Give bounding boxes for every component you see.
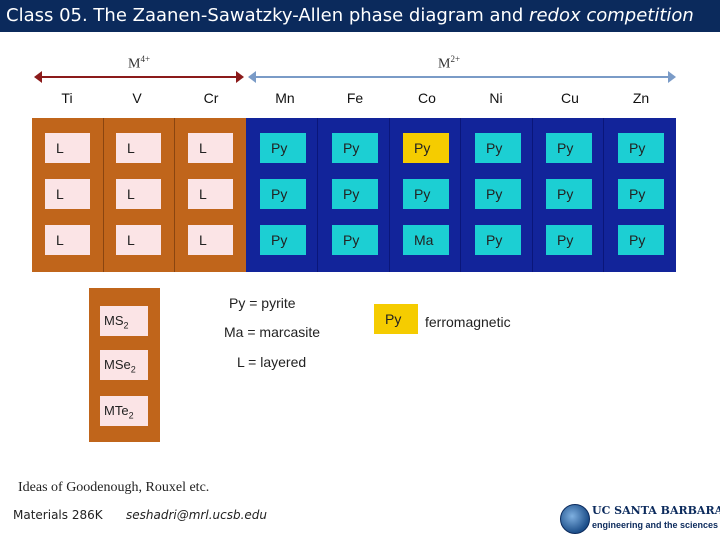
grid-cell-cr-s2: L [188,133,233,163]
element-label-co: Co [418,90,436,106]
element-label-v: V [132,90,142,106]
title-bar: Class 05. The Zaanen-Sawatzky-Allen phas… [0,0,720,32]
grid-cell-co-te2: Ma [403,225,449,255]
compound-label-ms2: MS2 [100,306,148,336]
grid-cell-mn-se2: Py [260,179,306,209]
pyrite-region [246,118,676,272]
ucsb-logo-name: UC SANTA BARBARA [592,504,720,517]
m2-range-label: M2+ [438,54,461,72]
grid-cell-cu-te2: Py [546,225,592,255]
page-title: Class 05. The Zaanen-Sawatzky-Allen phas… [6,5,694,26]
column-divider [174,118,175,272]
column-divider [603,118,604,272]
grid-cell-zn-se2: Py [618,179,664,209]
grid-cell-mn-s2: Py [260,133,306,163]
legend-ferromagnetic: ferromagnetic [425,314,511,330]
ucsb-logo-subtitle: engineering and the sciences [592,520,719,530]
element-label-fe: Fe [346,90,364,106]
ferromagnetic-swatch: Py [374,304,418,334]
column-divider [532,118,533,272]
element-label-ti: Ti [61,90,73,106]
grid-cell-cu-s2: Py [546,133,592,163]
grid-cell-ni-se2: Py [475,179,521,209]
column-divider [103,118,104,272]
element-label-cr: Cr [203,90,219,106]
ucsb-logo: UC SANTA BARBARA engineering and the sci… [560,504,720,536]
grid-cell-ti-s2: L [45,133,90,163]
legend-pyrite: Py = pyrite [229,295,296,311]
email-link[interactable]: seshadri@mrl.ucsb.edu [126,508,267,522]
legend-layered: L = layered [237,354,307,370]
m2-range-arrow [248,71,676,83]
grid-cell-v-se2: L [116,179,161,209]
m4-range-arrow [34,71,244,83]
element-label-ni: Ni [489,90,503,106]
grid-cell-v-te2: L [116,225,161,255]
grid-cell-zn-te2: Py [618,225,664,255]
compound-label-mse2: MSe2 [100,350,148,380]
legend-marcasite: Ma = marcasite [224,324,321,340]
grid-cell-cu-se2: Py [546,179,592,209]
grid-cell-ni-te2: Py [475,225,521,255]
column-divider [460,118,461,272]
element-label-zn: Zn [632,90,650,106]
element-label-cu: Cu [561,90,579,106]
grid-cell-ni-s2: Py [475,133,521,163]
grid-cell-co-s2-ferromagnetic: Py [403,133,449,163]
grid-cell-fe-s2: Py [332,133,378,163]
grid-cell-co-se2: Py [403,179,449,209]
ucsb-seal-icon [560,504,590,534]
grid-cell-ti-te2: L [45,225,90,255]
m4-range-label: M4+ [128,54,151,72]
grid-cell-fe-se2: Py [332,179,378,209]
course-label: Materials 286K [13,508,103,522]
element-label-mn: Mn [275,90,295,106]
grid-cell-fe-te2: Py [332,225,378,255]
grid-cell-cr-se2: L [188,179,233,209]
grid-cell-cr-te2: L [188,225,233,255]
column-divider [317,118,318,272]
compound-label-mte2: MTe2 [100,396,148,426]
grid-cell-mn-te2: Py [260,225,306,255]
grid-cell-v-s2: L [116,133,161,163]
grid-cell-ti-se2: L [45,179,90,209]
credit-text: Ideas of Goodenough, Rouxel etc. [18,480,210,495]
grid-cell-zn-s2: Py [618,133,664,163]
column-divider [389,118,390,272]
